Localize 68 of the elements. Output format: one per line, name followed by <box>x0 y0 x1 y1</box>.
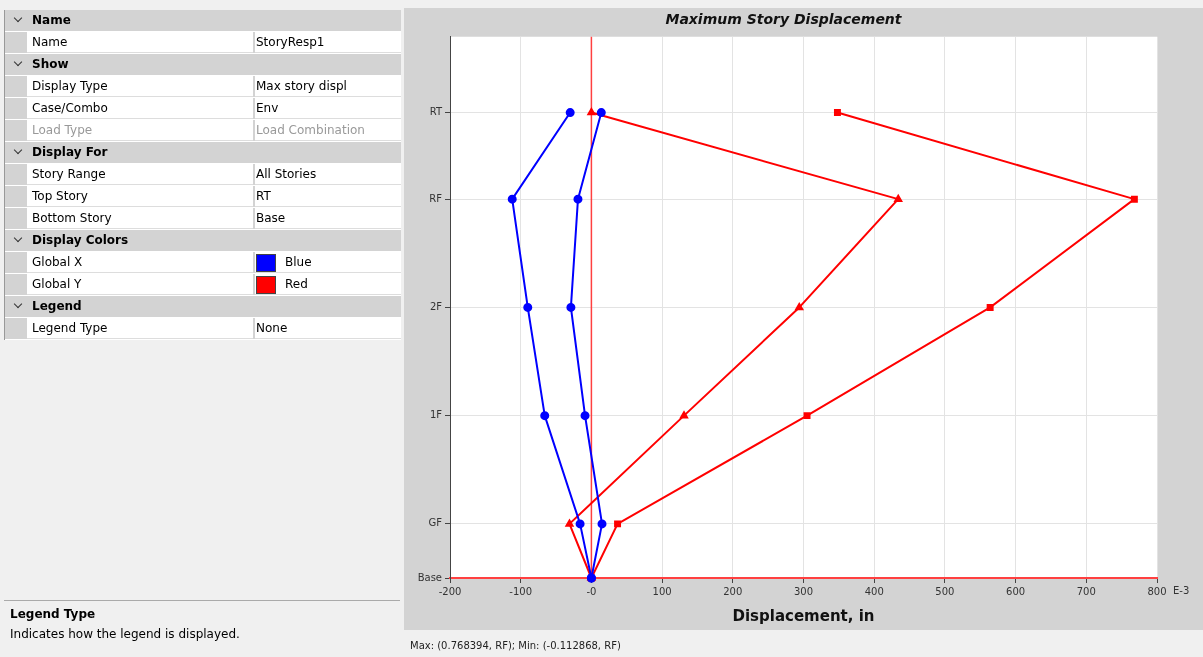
text: Name <box>32 12 71 29</box>
y-tick-label: 1F <box>429 409 443 421</box>
point <box>597 519 607 529</box>
text: Story Range <box>32 166 106 183</box>
point <box>894 194 903 202</box>
x-tick-label: -100 <box>509 585 533 597</box>
x-tick-label: 500 <box>935 585 955 597</box>
text: Max story displ <box>256 78 347 95</box>
point <box>614 520 622 528</box>
text: Global X <box>32 254 83 271</box>
point <box>575 519 585 529</box>
x-tick-label: 800 <box>1147 585 1167 597</box>
text: Blue <box>285 254 312 271</box>
text: Legend <box>32 298 82 315</box>
point <box>540 411 550 421</box>
y-tick-label: GF <box>428 517 443 529</box>
text: Load Combination <box>256 122 365 139</box>
text: Display For <box>32 144 108 161</box>
text: Display Type <box>32 78 108 95</box>
x-tick-label: 700 <box>1076 585 1096 597</box>
x-axis-title: Displacement, in <box>732 606 875 625</box>
point <box>803 412 811 420</box>
point <box>833 109 841 117</box>
text: None <box>256 320 288 337</box>
point <box>596 108 606 118</box>
y-tick-label: Base <box>417 571 442 583</box>
text: Display Colors <box>32 232 129 249</box>
text: Legend Type <box>32 320 108 337</box>
y-tick-label: RF <box>429 192 443 204</box>
point <box>507 194 517 204</box>
text: Show <box>32 56 69 73</box>
text: StoryResp1 <box>256 34 325 51</box>
text: Case/Combo <box>32 100 108 117</box>
text: Red <box>285 276 308 293</box>
text: Bottom Story <box>32 210 112 227</box>
text: Base <box>256 210 286 227</box>
text: Global Y <box>32 276 82 293</box>
point <box>795 302 804 311</box>
point <box>580 411 590 421</box>
point <box>565 519 574 527</box>
point <box>523 302 533 312</box>
text: RT <box>256 188 271 205</box>
point <box>1130 195 1138 203</box>
text: Legend Type <box>10 607 96 621</box>
text: E-3 <box>1173 584 1190 596</box>
x-tick-label: 600 <box>1006 585 1026 597</box>
text: Name <box>32 34 68 51</box>
point <box>587 108 596 116</box>
text: Env <box>256 100 279 117</box>
point <box>565 108 575 118</box>
text: Top Story <box>32 188 88 205</box>
text: Load Type <box>32 122 93 139</box>
point <box>679 411 689 419</box>
x-tick-label: 300 <box>793 585 814 597</box>
point <box>986 303 994 311</box>
point <box>566 302 576 312</box>
y-tick-label: 2F <box>429 300 443 312</box>
x-tick-label: -0 <box>586 585 597 597</box>
x-tick-label: 400 <box>864 585 884 597</box>
text: All Stories <box>256 166 317 183</box>
y-tick-label: RT <box>429 106 443 118</box>
text: Max: (0.768394, RF); Min: (-0.112868, RF) <box>410 640 621 651</box>
x-tick-label: 100 <box>652 585 672 597</box>
chart-title: Maximum Story Displacement <box>665 11 903 28</box>
point <box>573 194 583 204</box>
x-tick-label: -200 <box>438 585 462 597</box>
x-tick-label: 200 <box>723 585 743 597</box>
text: Indicates how the legend is displayed. <box>10 627 240 641</box>
